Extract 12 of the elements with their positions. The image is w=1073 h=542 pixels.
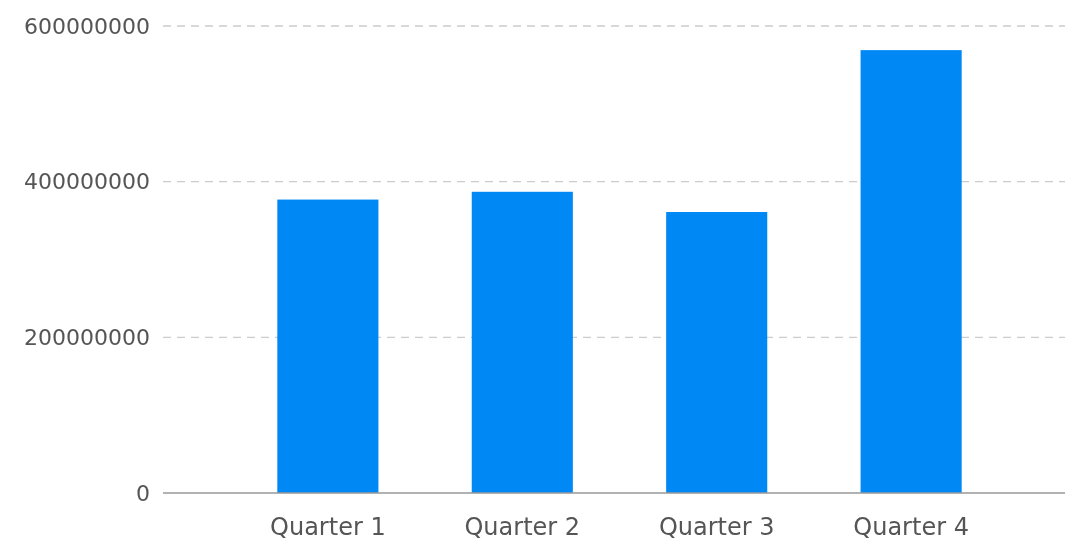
y-tick-label: 400000000 [24,169,150,195]
y-tick-label: 200000000 [24,325,150,351]
y-tick-label: 600000000 [24,13,150,39]
bar [277,199,379,493]
x-tick-label: Quarter 1 [270,513,386,542]
x-tick-label: Quarter 3 [658,513,775,542]
bar [471,191,573,493]
x-tick-label: Quarter 4 [853,513,969,542]
x-tick-label: Quarter 2 [464,513,581,542]
bar [860,50,962,493]
bar [666,212,768,493]
y-tick-label: 0 [136,480,150,506]
